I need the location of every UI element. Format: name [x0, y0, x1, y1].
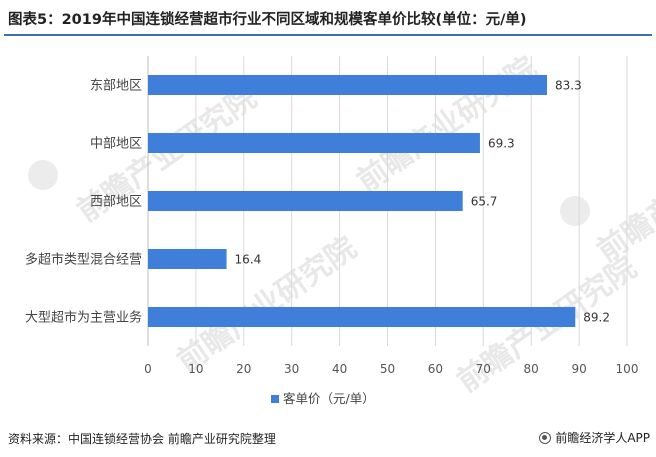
x-tick-label: 20 — [236, 362, 251, 376]
x-tick-label: 80 — [524, 362, 539, 376]
bar — [148, 191, 463, 211]
data-label: 16.4 — [235, 253, 262, 267]
x-tick-label: 40 — [332, 362, 347, 376]
bar — [148, 133, 480, 153]
category-label: 多超市类型混合经营 — [25, 252, 142, 268]
brand-logo-icon — [539, 431, 552, 444]
x-tick-label: 30 — [284, 362, 299, 376]
source-note: 资料来源：中国连锁经营协会 前瞻产业研究院整理 — [8, 432, 276, 446]
legend-swatch — [271, 395, 279, 403]
category-label: 西部地区 — [90, 195, 142, 210]
watermark-logo-icon — [28, 160, 58, 190]
x-tick-label: 0 — [144, 362, 152, 376]
bar — [148, 75, 548, 95]
bar-chart: 0 10 20 30 40 50 60 70 80 90 100 东部地区 83.3 中部地区 69.3 西部… — [25, 56, 639, 406]
category-label: 东部地区 — [90, 79, 142, 94]
data-label: 83.3 — [555, 79, 582, 93]
x-tick-label: 60 — [428, 362, 443, 376]
legend-label: 客单价（元/单） — [283, 391, 375, 406]
chart-title: 图表5：2019年中国连锁经营超市行业不同区域和规模客单价比较(单位：元/单) — [8, 12, 527, 28]
brand-name: 前瞻经济学人APP — [555, 431, 650, 445]
category-label: 中部地区 — [90, 137, 142, 152]
x-tick-label: 90 — [571, 362, 586, 376]
bar — [148, 249, 227, 269]
title-divider — [4, 34, 652, 36]
x-tick-label: 70 — [476, 362, 491, 376]
data-label: 69.3 — [488, 137, 515, 151]
x-tick-label: 10 — [188, 362, 203, 376]
data-label: 89.2 — [583, 311, 610, 325]
x-tick-label: 100 — [616, 362, 639, 376]
watermark-logo-icon — [560, 196, 590, 226]
data-label: 65.7 — [471, 195, 498, 209]
brand-credit: 前瞻经济学人APP — [539, 429, 650, 446]
x-tick-label: 50 — [380, 362, 395, 376]
category-label: 大型超市为主营业务 — [25, 310, 142, 326]
bar — [148, 307, 576, 327]
